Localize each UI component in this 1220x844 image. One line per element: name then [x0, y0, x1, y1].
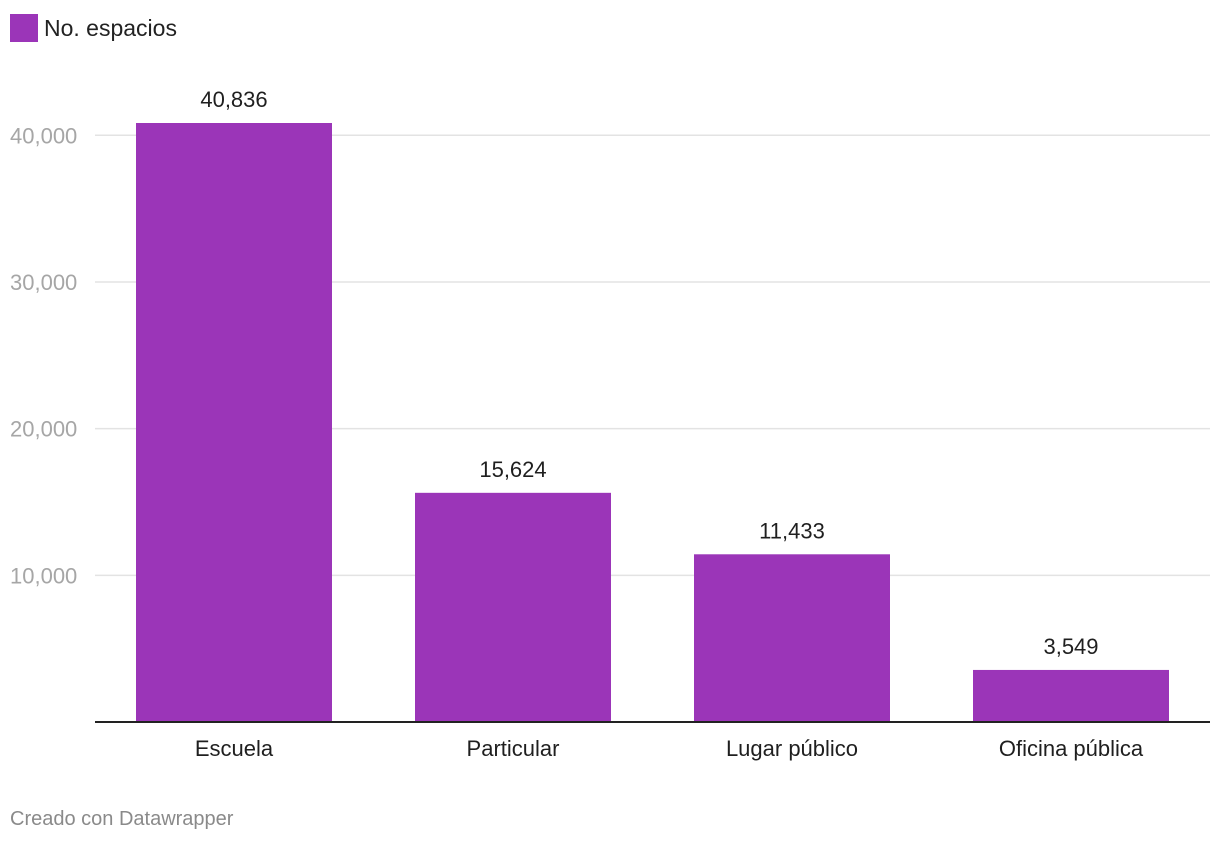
bar	[694, 554, 890, 722]
legend: No. espacios	[10, 14, 177, 42]
bar	[973, 669, 1169, 722]
bar	[415, 492, 611, 722]
bar-value-label: 11,433	[759, 518, 825, 543]
x-category-label: Particular	[467, 736, 560, 761]
value-labels: 40,836 15,624 11,433 3,549	[200, 87, 1098, 659]
bars	[136, 123, 1169, 722]
y-tick-label: 40,000	[10, 123, 77, 148]
x-axis-category-labels: Escuela Particular Lugar público Oficina pú…	[195, 736, 1144, 761]
y-axis-ticks: 10,000 20,000 30,000 40,000	[10, 123, 77, 588]
bar-value-label: 3,549	[1043, 634, 1098, 659]
legend-label: No. espacios	[44, 15, 177, 41]
y-tick-label: 20,000	[10, 417, 77, 442]
bar	[136, 123, 332, 722]
bar-value-label: 15,624	[479, 457, 546, 482]
footer-credit: Creado con Datawrapper	[10, 808, 234, 830]
legend-swatch	[10, 14, 38, 42]
x-category-label: Oficina pública	[999, 736, 1144, 761]
x-category-label: Escuela	[195, 736, 274, 761]
y-tick-label: 30,000	[10, 270, 77, 295]
x-category-label: Lugar público	[726, 736, 858, 761]
bar-value-label: 40,836	[200, 87, 267, 112]
y-tick-label: 10,000	[10, 563, 77, 588]
